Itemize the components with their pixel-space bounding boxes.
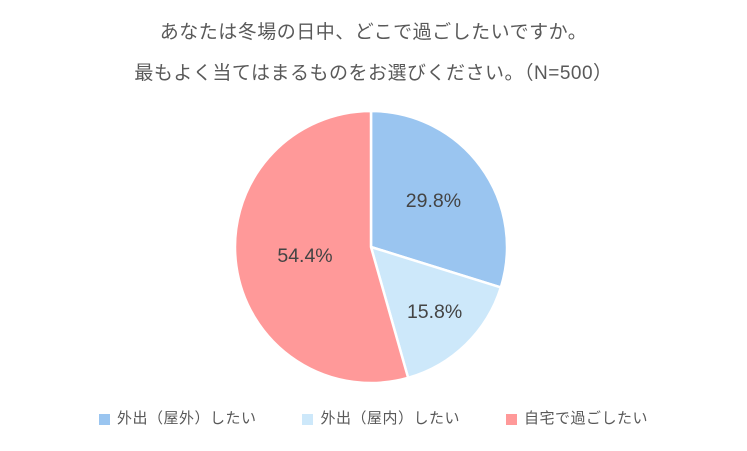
pie-slice-0 xyxy=(369,109,509,289)
legend-swatch-home xyxy=(506,413,517,425)
legend-label-home: 自宅で過ごしたい xyxy=(524,410,649,427)
legend-swatch-outdoor xyxy=(98,413,110,425)
pie-slice-1 xyxy=(369,245,503,380)
pie-slice-label-2: 54.4% xyxy=(277,245,332,267)
legend-swatch-indoor xyxy=(302,413,314,425)
pie-chart: 29.8% 15.8% 54.4% xyxy=(221,97,521,397)
chart-title-line1: あなたは冬場の日中、どこで過ごしたいですか。 xyxy=(159,22,588,43)
pie-slice-label-1: 15.8% xyxy=(407,301,462,323)
legend-label-indoor: 外出（屋内）したい xyxy=(320,410,460,427)
legend-item-indoor: 外出（屋内）したい xyxy=(302,407,460,428)
legend-label-outdoor: 外出（屋外）したい xyxy=(116,410,257,427)
legend: 外出（屋外）したい 外出（屋内）したい 自宅で過ごしたい xyxy=(0,407,747,428)
legend-item-outdoor: 外出（屋外）したい xyxy=(98,407,257,428)
chart-title: あなたは冬場の日中、どこで過ごしたいですか。 最もよく当てはまるものをお選びくだ… xyxy=(0,0,747,94)
chart-title-line2: 最もよく当てはまるものをお選びください。（N=500） xyxy=(134,63,613,84)
legend-item-home: 自宅で過ごしたい xyxy=(506,407,648,428)
pie-chart-svg: 29.8% 15.8% 54.4% xyxy=(233,109,509,385)
pie-slice-2 xyxy=(233,109,410,385)
pie-slice-label-0: 29.8% xyxy=(406,190,461,212)
